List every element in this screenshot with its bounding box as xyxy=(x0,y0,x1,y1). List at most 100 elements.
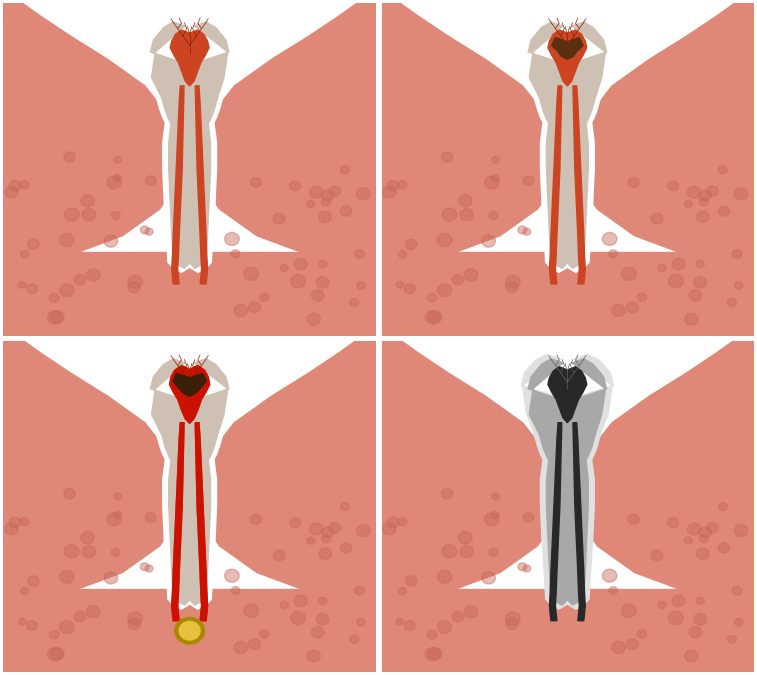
Circle shape xyxy=(459,545,473,558)
Circle shape xyxy=(273,213,285,224)
Circle shape xyxy=(658,265,666,272)
Text: HEALTHY TOOTH: HEALTHY TOOTH xyxy=(125,3,254,17)
Circle shape xyxy=(383,523,396,535)
Circle shape xyxy=(357,188,370,200)
Circle shape xyxy=(696,211,709,223)
Circle shape xyxy=(707,186,718,196)
Circle shape xyxy=(732,587,742,595)
Polygon shape xyxy=(170,367,209,423)
Circle shape xyxy=(405,576,417,586)
Circle shape xyxy=(628,178,639,187)
Polygon shape xyxy=(573,423,585,621)
Circle shape xyxy=(48,647,62,661)
Circle shape xyxy=(734,188,748,200)
Circle shape xyxy=(111,211,120,219)
Circle shape xyxy=(86,269,100,281)
Polygon shape xyxy=(170,365,210,423)
Circle shape xyxy=(484,513,499,526)
Circle shape xyxy=(687,523,701,535)
Circle shape xyxy=(64,545,79,558)
Circle shape xyxy=(637,630,646,638)
Circle shape xyxy=(684,650,698,662)
Circle shape xyxy=(492,493,500,500)
Circle shape xyxy=(81,532,95,543)
Polygon shape xyxy=(550,86,562,284)
Circle shape xyxy=(626,302,638,313)
Circle shape xyxy=(319,211,332,223)
Circle shape xyxy=(464,605,478,618)
Circle shape xyxy=(107,176,121,189)
Circle shape xyxy=(441,489,453,499)
Circle shape xyxy=(290,518,301,528)
Polygon shape xyxy=(3,589,376,672)
Circle shape xyxy=(523,228,531,235)
Circle shape xyxy=(699,198,709,206)
Circle shape xyxy=(689,626,702,638)
Circle shape xyxy=(398,250,407,258)
Circle shape xyxy=(341,166,350,173)
Circle shape xyxy=(651,213,663,224)
Circle shape xyxy=(244,267,258,280)
Circle shape xyxy=(481,235,495,247)
Polygon shape xyxy=(3,340,190,672)
Circle shape xyxy=(523,512,534,522)
Circle shape xyxy=(628,514,639,524)
Circle shape xyxy=(350,635,359,643)
Circle shape xyxy=(5,186,18,198)
Polygon shape xyxy=(550,423,562,621)
Polygon shape xyxy=(190,3,376,335)
Circle shape xyxy=(621,267,636,280)
Circle shape xyxy=(18,281,26,288)
Circle shape xyxy=(668,612,684,624)
Circle shape xyxy=(405,239,417,249)
Circle shape xyxy=(518,226,527,234)
Circle shape xyxy=(280,265,288,272)
Circle shape xyxy=(128,618,140,630)
Circle shape xyxy=(609,587,618,595)
Circle shape xyxy=(310,523,323,535)
Circle shape xyxy=(20,518,29,526)
Circle shape xyxy=(248,302,260,313)
Circle shape xyxy=(107,513,121,526)
Text: DEAD TOOTH: DEAD TOOTH xyxy=(516,340,618,354)
Circle shape xyxy=(523,176,534,186)
Circle shape xyxy=(140,226,149,234)
Polygon shape xyxy=(522,18,613,272)
Circle shape xyxy=(518,563,527,570)
Circle shape xyxy=(452,612,463,622)
Circle shape xyxy=(50,310,64,323)
Text: CAVITY: CAVITY xyxy=(540,3,595,17)
Circle shape xyxy=(718,502,727,510)
Polygon shape xyxy=(567,340,754,672)
Circle shape xyxy=(307,313,320,325)
Circle shape xyxy=(699,190,712,201)
Polygon shape xyxy=(170,30,209,86)
Circle shape xyxy=(459,209,473,221)
Circle shape xyxy=(60,621,74,633)
Circle shape xyxy=(464,269,478,281)
Circle shape xyxy=(684,313,698,325)
Circle shape xyxy=(20,181,29,189)
Polygon shape xyxy=(190,340,376,672)
Circle shape xyxy=(60,284,74,296)
Polygon shape xyxy=(172,423,184,621)
Circle shape xyxy=(49,630,59,639)
Circle shape xyxy=(310,186,323,198)
Circle shape xyxy=(732,250,742,259)
Circle shape xyxy=(341,206,352,216)
Circle shape xyxy=(404,621,416,630)
Circle shape xyxy=(248,639,260,649)
Polygon shape xyxy=(3,3,190,335)
Circle shape xyxy=(291,612,306,624)
Circle shape xyxy=(114,157,122,163)
Circle shape xyxy=(225,569,239,582)
Circle shape xyxy=(81,195,95,207)
Circle shape xyxy=(438,284,452,296)
Polygon shape xyxy=(381,3,567,335)
Circle shape xyxy=(506,275,520,288)
Circle shape xyxy=(481,572,495,584)
Circle shape xyxy=(341,502,350,510)
Circle shape xyxy=(603,232,617,246)
Circle shape xyxy=(357,618,366,626)
Circle shape xyxy=(307,537,315,544)
